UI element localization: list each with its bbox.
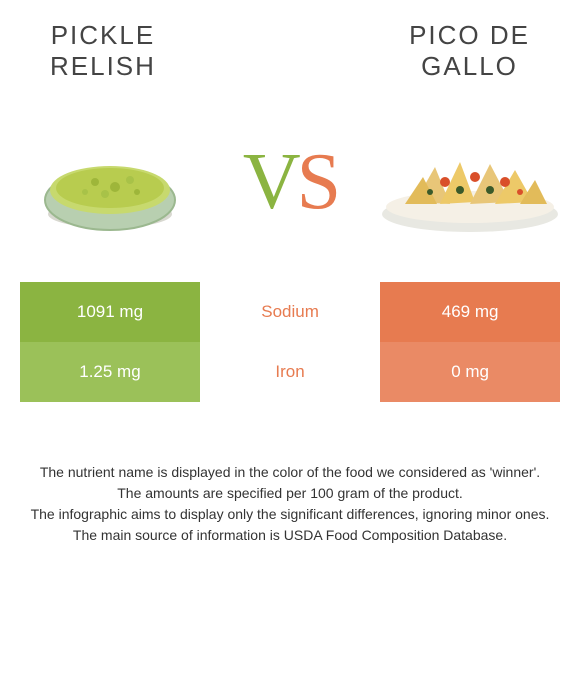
vs-v: V (243, 138, 297, 226)
left-food-title: PICKLE RELISH (50, 20, 156, 82)
right-food-title: PICO DE GALLO (409, 20, 530, 82)
titles-row: PICKLE RELISH PICO DE GALLO (0, 0, 580, 92)
images-row: VS (0, 92, 580, 282)
comparison-table: 1091 mg Sodium 469 mg 1.25 mg Iron 0 mg (20, 282, 560, 402)
footer-notes: The nutrient name is displayed in the co… (0, 462, 580, 546)
footer-line: The infographic aims to display only the… (20, 504, 560, 525)
table-body: 1091 mg Sodium 469 mg 1.25 mg Iron 0 mg (20, 282, 560, 402)
right-value-cell: 0 mg (380, 342, 560, 402)
footer-line: The amounts are specified per 100 gram o… (20, 483, 560, 504)
table-row: 1091 mg Sodium 469 mg (20, 282, 560, 342)
right-food-image (375, 122, 565, 242)
nutrient-cell: Iron (200, 342, 380, 402)
left-food-image (15, 122, 205, 242)
left-value-cell: 1.25 mg (20, 342, 200, 402)
table-row: 1.25 mg Iron 0 mg (20, 342, 560, 402)
vs-label: VS (243, 137, 337, 228)
nutrient-cell: Sodium (200, 282, 380, 342)
infographic-container: PICKLE RELISH PICO DE GALLO VS (0, 0, 580, 694)
vs-s: S (297, 138, 338, 226)
right-value-cell: 469 mg (380, 282, 560, 342)
footer-line: The main source of information is USDA F… (20, 525, 560, 546)
left-value-cell: 1091 mg (20, 282, 200, 342)
footer-line: The nutrient name is displayed in the co… (20, 462, 560, 483)
